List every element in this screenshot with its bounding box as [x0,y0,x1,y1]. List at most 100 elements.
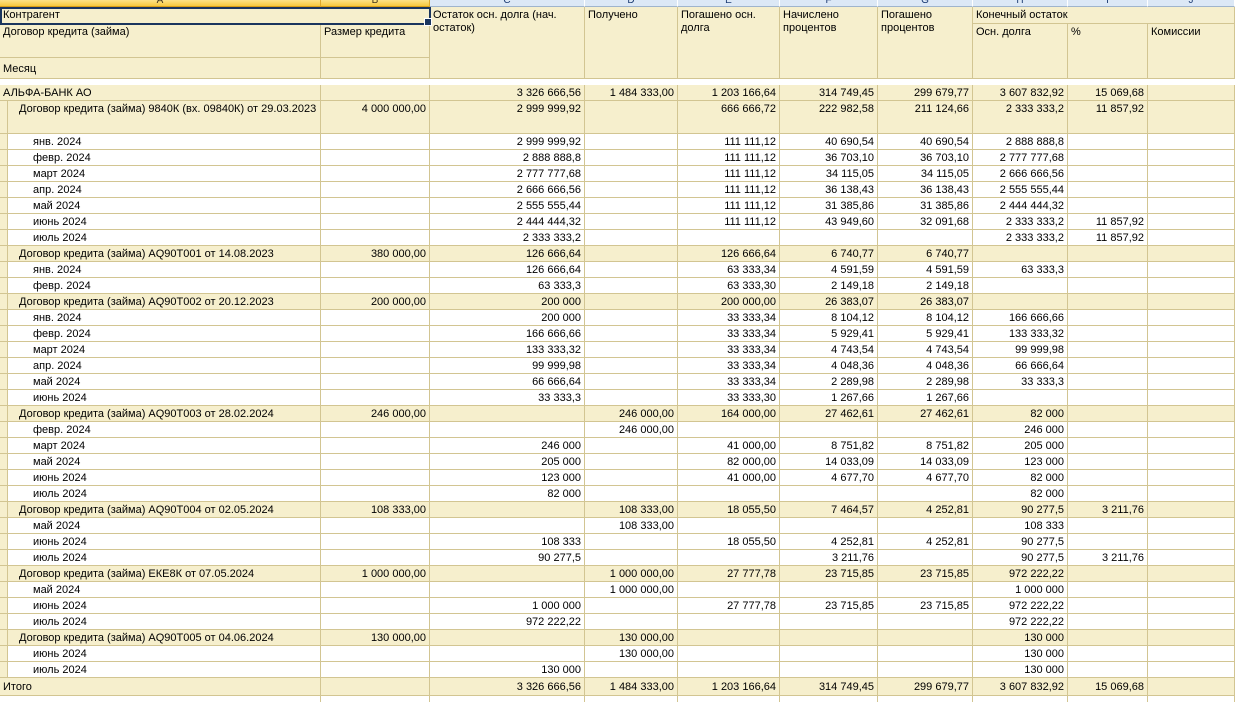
cell-label[interactable]: март 2024 [8,438,321,454]
cell-interest-paid[interactable]: 23 715,85 [878,598,973,614]
cell-opening-balance[interactable] [430,566,585,582]
cell-interest-accrued[interactable]: 40 690,54 [780,134,878,150]
cell-size[interactable] [321,358,430,374]
column-letter-A[interactable]: A [0,0,321,7]
cell-interest-accrued[interactable]: 4 677,70 [780,470,878,486]
cell-indent[interactable] [0,198,8,214]
column-letter-I[interactable]: I [1068,0,1148,7]
cell-closing-principal[interactable]: 66 666,64 [973,358,1068,374]
cell-size[interactable] [321,518,430,534]
cell-size[interactable] [321,662,430,678]
cell-interest-paid[interactable]: 32 091,68 [878,214,973,230]
cell-size[interactable] [321,550,430,566]
cell-indent[interactable] [0,101,8,134]
cell-closing-percent[interactable] [1068,696,1148,702]
cell-opening-balance[interactable]: 2 555 555,44 [430,198,585,214]
cell-principal-repaid[interactable]: 111 111,12 [678,214,780,230]
cell-received[interactable]: 108 333,00 [585,518,678,534]
cell-interest-paid[interactable]: 1 267,66 [878,390,973,406]
cell-interest-paid[interactable]: 26 383,07 [878,294,973,310]
cell-closing-percent[interactable] [1068,166,1148,182]
cell-fees[interactable] [1148,390,1235,406]
cell-indent[interactable] [0,406,8,422]
cell-principal-repaid[interactable] [678,630,780,646]
cell-label[interactable]: февр. 2024 [8,326,321,342]
cell-opening-balance[interactable]: 108 333 [430,534,585,550]
cell-closing-percent[interactable] [1068,566,1148,582]
cell-size[interactable] [321,422,430,438]
cell-size[interactable] [321,486,430,502]
cell-fees[interactable] [1148,294,1235,310]
cell-fees[interactable] [1148,166,1235,182]
cell-opening-balance[interactable]: 90 277,5 [430,550,585,566]
cell-size[interactable] [321,326,430,342]
cell-fees[interactable] [1148,486,1235,502]
cell-closing-principal[interactable]: 130 000 [973,630,1068,646]
cell-size[interactable] [321,374,430,390]
cell-principal-repaid[interactable]: 18 055,50 [678,534,780,550]
cell-closing-percent[interactable] [1068,326,1148,342]
cell-received[interactable] [585,294,678,310]
cell-fees[interactable] [1148,358,1235,374]
cell-indent[interactable] [0,374,8,390]
cell-closing-principal[interactable]: 2 444 444,32 [973,198,1068,214]
cell-interest-accrued[interactable]: 43 949,60 [780,214,878,230]
cell-fees[interactable] [1148,278,1235,294]
cell-opening-balance[interactable]: 2 999 999,92 [430,101,585,134]
cell-indent[interactable] [0,534,8,550]
cell-principal-repaid[interactable] [678,582,780,598]
cell-label[interactable]: март 2024 [8,342,321,358]
cell-opening-balance[interactable] [430,582,585,598]
cell-closing-percent[interactable] [1068,454,1148,470]
cell-closing-principal[interactable]: 2 333 333,2 [973,214,1068,230]
cell-closing-principal[interactable]: 90 277,5 [973,550,1068,566]
cell-closing-principal[interactable]: 108 333 [973,518,1068,534]
cell-closing-percent[interactable] [1068,198,1148,214]
cell-opening-balance[interactable] [430,630,585,646]
cell-fees[interactable] [1148,101,1235,134]
cell-opening-balance[interactable]: 166 666,66 [430,326,585,342]
cell-label[interactable]: май 2024 [8,454,321,470]
cell-closing-percent[interactable] [1068,662,1148,678]
cell-principal-repaid[interactable]: 1 203 166,64 [678,678,780,696]
cell-fees[interactable] [1148,406,1235,422]
cell-opening-balance[interactable] [430,422,585,438]
cell-received[interactable]: 1 000 000,00 [585,566,678,582]
cell-received[interactable] [585,150,678,166]
cell-opening-balance[interactable]: 3 326 666,56 [430,678,585,696]
cell-fees[interactable] [1148,518,1235,534]
cell-indent[interactable] [0,454,8,470]
cell-fees[interactable] [1148,646,1235,662]
cell-label[interactable]: июль 2024 [8,614,321,630]
cell-interest-accrued[interactable] [780,662,878,678]
cell-principal-repaid[interactable]: 1 203 166,64 [678,85,780,101]
cell-label[interactable]: янв. 2024 [8,134,321,150]
cell-closing-percent[interactable] [1068,374,1148,390]
cell-interest-paid[interactable]: 299 679,77 [878,85,973,101]
cell-fees[interactable] [1148,696,1235,702]
cell-interest-accrued[interactable]: 8 751,82 [780,438,878,454]
cell-fees[interactable] [1148,85,1235,101]
cell-interest-accrued[interactable] [780,230,878,246]
cell-indent[interactable] [0,278,8,294]
cell-label[interactable]: апр. 2024 [8,182,321,198]
column-letter-E[interactable]: E [678,0,780,7]
cell-closing-percent[interactable]: 15 069,68 [1068,678,1148,696]
cell-label[interactable]: июль 2024 [8,230,321,246]
header-agreement[interactable]: Договор кредита (займа) [0,24,321,58]
cell-interest-accrued[interactable] [780,486,878,502]
cell-fees[interactable] [1148,502,1235,518]
cell-interest-accrued[interactable]: 36 138,43 [780,182,878,198]
cell-closing-principal[interactable]: 3 607 832,92 [973,85,1068,101]
cell-interest-paid[interactable]: 40 690,54 [878,134,973,150]
cell-interest-paid[interactable]: 4 743,54 [878,342,973,358]
cell-indent[interactable] [0,662,8,678]
cell-closing-principal[interactable] [973,246,1068,262]
cell-label[interactable]: Договор кредита (займа) ЕКЕ8К от 07.05.2… [8,566,321,582]
cell-received[interactable] [585,262,678,278]
cell-fees[interactable] [1148,454,1235,470]
cell-closing-principal[interactable]: 90 277,5 [973,502,1068,518]
cell-closing-percent[interactable] [1068,310,1148,326]
cell-interest-paid[interactable] [878,486,973,502]
cell-closing-principal[interactable]: 2 333 333,2 [973,230,1068,246]
